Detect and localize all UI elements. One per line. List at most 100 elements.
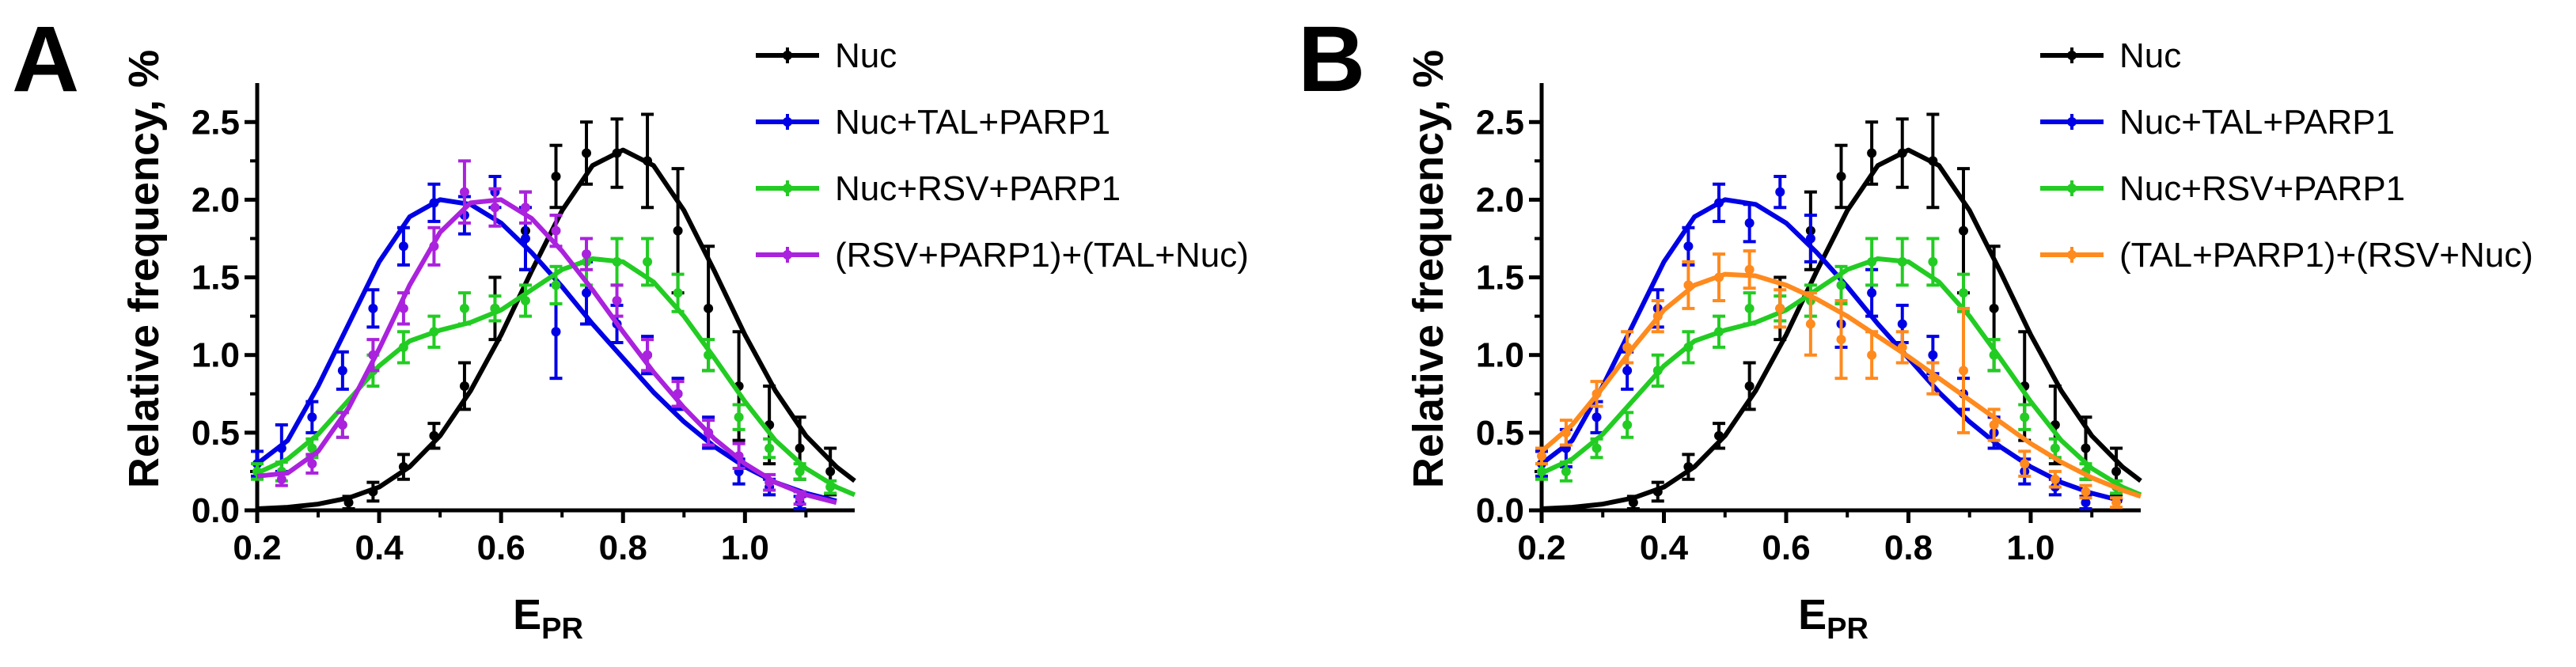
data-point: [1897, 256, 1907, 267]
data-point: [1683, 241, 1694, 252]
data-point: [643, 350, 653, 360]
data-point: [398, 303, 408, 313]
legend-swatch-marker: [783, 184, 792, 193]
data-point: [2020, 459, 2030, 469]
data-point: [429, 241, 439, 252]
data-point: [1867, 148, 1877, 158]
data-point: [1561, 427, 1571, 438]
legend-entry-1: Nuc+TAL+PARP1: [2040, 103, 2395, 142]
legend-swatch-marker: [2067, 184, 2077, 193]
data-point: [1805, 233, 1815, 244]
data-point: [1867, 256, 1877, 267]
x-tick-label: 0.8: [599, 529, 647, 567]
data-point: [673, 288, 683, 298]
data-point: [551, 327, 561, 337]
data-point: [276, 474, 286, 484]
data-point: [1989, 350, 1999, 360]
data-point: [307, 412, 317, 423]
legend-swatch-marker: [2067, 51, 2077, 60]
data-point: [1928, 373, 1938, 384]
x-tick-label: 0.2: [1517, 529, 1565, 567]
legend-label: Nuc: [2119, 36, 2181, 75]
data-point: [764, 443, 775, 453]
data-point: [1537, 451, 1546, 461]
data-point: [2081, 498, 2091, 508]
y-tick-label: 1.5: [192, 259, 240, 297]
data-point: [1652, 366, 1663, 376]
data-point: [2081, 443, 2091, 453]
data-point: [1836, 335, 1846, 345]
data-point: [1744, 218, 1755, 228]
data-point: [612, 256, 622, 267]
data-point: [1561, 466, 1571, 476]
y-tick-label: 2.5: [192, 103, 240, 142]
data-point: [2111, 466, 2122, 476]
data-point: [2111, 498, 2122, 508]
legend-label: (RSV+PARP1)+(TAL+Nuc): [835, 236, 1249, 275]
data-point: [1622, 342, 1633, 352]
legend-entry-1: Nuc+TAL+PARP1: [756, 103, 1110, 142]
x-axis-title: EPR: [1798, 591, 1868, 646]
data-point: [490, 203, 500, 213]
data-point: [368, 303, 378, 313]
data-point: [612, 148, 622, 158]
series-0: [1541, 112, 2142, 511]
data-point: [1592, 443, 1602, 453]
data-point: [1652, 487, 1663, 497]
series-3: [1535, 249, 2142, 510]
fit-curve: [1541, 147, 2142, 511]
data-point: [1744, 264, 1755, 275]
data-point: [307, 459, 317, 469]
data-point: [1683, 280, 1694, 290]
data-point: [734, 451, 744, 461]
data-point: [459, 303, 469, 313]
data-point: [429, 198, 439, 208]
legend-label: Nuc+RSV+PARP1: [2119, 169, 2405, 208]
data-point: [1652, 311, 1663, 321]
legend-swatch-marker: [783, 117, 792, 127]
data-point: [1714, 327, 1724, 337]
data-point: [582, 288, 592, 298]
data-point: [673, 225, 683, 236]
legend-swatch-marker: [783, 51, 792, 60]
y-tick-label: 2.0: [1476, 180, 1524, 219]
data-point: [368, 350, 378, 360]
y-tick-label: 0.5: [192, 414, 240, 453]
data-point: [551, 280, 561, 290]
data-point: [1867, 288, 1877, 298]
data-point: [1714, 272, 1724, 282]
y-tick-label: 0.5: [1476, 414, 1524, 453]
y-tick-label: 1.0: [1476, 336, 1524, 375]
data-point: [1897, 319, 1907, 329]
data-point: [1683, 342, 1694, 352]
data-point: [1928, 256, 1938, 267]
legend-entry-0: Nuc: [756, 36, 897, 75]
data-point: [337, 420, 347, 430]
data-point: [825, 466, 836, 476]
data-point: [2081, 487, 2091, 497]
y-tick-label: 0.0: [1476, 491, 1524, 530]
data-point: [1744, 381, 1755, 391]
legend-label: Nuc+RSV+PARP1: [835, 169, 1121, 208]
data-point: [520, 233, 530, 244]
data-point: [582, 148, 592, 158]
data-point: [1775, 303, 1785, 313]
fit-curve: [1540, 271, 2142, 499]
data-point: [1897, 342, 1907, 352]
legend-swatch-marker: [2067, 250, 2077, 260]
data-point: [825, 482, 836, 492]
y-axis-title: Relative frequency, %: [120, 50, 168, 488]
y-tick-label: 0.0: [192, 491, 240, 530]
data-point: [337, 366, 347, 376]
data-point: [1897, 148, 1907, 158]
data-point: [1836, 171, 1846, 181]
legend-swatch-marker: [2067, 117, 2077, 127]
y-tick-label: 2.0: [192, 180, 240, 219]
legend-label: Nuc+TAL+PARP1: [2119, 103, 2395, 142]
data-point: [734, 412, 744, 423]
x-axis-title-main: E: [513, 591, 541, 639]
data-point: [582, 249, 592, 260]
x-axis-title: EPR: [513, 591, 583, 646]
data-point: [704, 427, 714, 438]
